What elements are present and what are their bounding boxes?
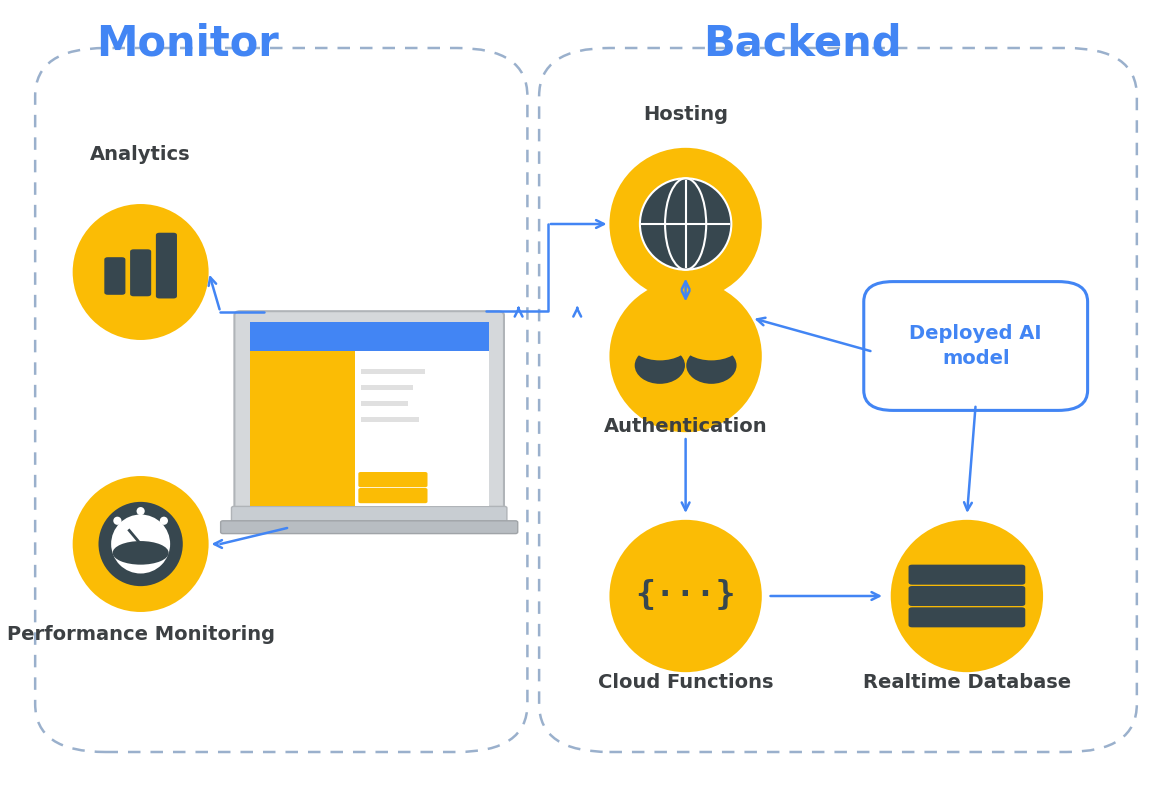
FancyBboxPatch shape	[361, 369, 425, 374]
Ellipse shape	[609, 148, 762, 300]
Text: {···}: {···}	[635, 579, 736, 613]
FancyBboxPatch shape	[250, 322, 489, 351]
Ellipse shape	[73, 204, 209, 340]
FancyBboxPatch shape	[359, 472, 428, 487]
FancyBboxPatch shape	[908, 565, 1026, 585]
Ellipse shape	[682, 327, 741, 360]
FancyBboxPatch shape	[220, 521, 518, 534]
Text: Performance Monitoring: Performance Monitoring	[7, 625, 274, 644]
Text: Backend: Backend	[703, 22, 902, 64]
FancyBboxPatch shape	[359, 488, 428, 503]
FancyBboxPatch shape	[232, 506, 506, 524]
FancyBboxPatch shape	[908, 586, 1026, 606]
Text: Monitor: Monitor	[96, 22, 279, 64]
Ellipse shape	[891, 520, 1043, 672]
FancyBboxPatch shape	[250, 322, 489, 506]
FancyBboxPatch shape	[234, 311, 504, 516]
Ellipse shape	[640, 178, 731, 270]
Ellipse shape	[111, 514, 170, 574]
FancyBboxPatch shape	[156, 233, 177, 298]
Ellipse shape	[631, 327, 689, 360]
Ellipse shape	[114, 517, 122, 525]
FancyBboxPatch shape	[361, 385, 414, 390]
Text: Analytics: Analytics	[90, 145, 191, 164]
Ellipse shape	[609, 280, 762, 432]
Ellipse shape	[98, 502, 183, 586]
FancyBboxPatch shape	[250, 351, 355, 506]
Text: Deployed AI
model: Deployed AI model	[909, 324, 1042, 368]
Text: Realtime Database: Realtime Database	[863, 673, 1071, 692]
Ellipse shape	[643, 330, 676, 364]
FancyBboxPatch shape	[361, 401, 408, 406]
FancyBboxPatch shape	[355, 351, 489, 506]
Ellipse shape	[609, 520, 762, 672]
FancyBboxPatch shape	[104, 257, 125, 295]
FancyBboxPatch shape	[908, 607, 1026, 627]
Ellipse shape	[113, 541, 169, 565]
Text: Hosting: Hosting	[643, 105, 728, 124]
Ellipse shape	[695, 330, 728, 364]
Ellipse shape	[635, 347, 684, 384]
Ellipse shape	[687, 347, 736, 384]
Text: Authentication: Authentication	[604, 417, 768, 436]
FancyBboxPatch shape	[361, 417, 420, 422]
Ellipse shape	[159, 517, 168, 525]
Text: Cloud Functions: Cloud Functions	[598, 673, 774, 692]
FancyBboxPatch shape	[864, 282, 1088, 410]
FancyBboxPatch shape	[130, 250, 151, 296]
Ellipse shape	[136, 507, 145, 515]
Ellipse shape	[73, 476, 209, 612]
